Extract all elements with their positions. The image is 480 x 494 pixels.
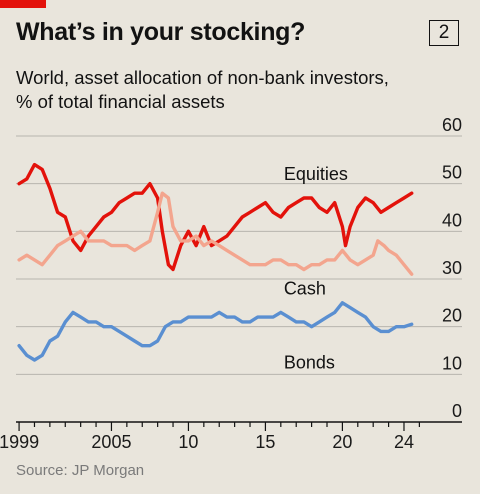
y-tick-label-0: 0	[452, 401, 462, 421]
equities-line	[17, 162, 414, 272]
series-lines	[17, 162, 414, 362]
y-tick-label-10: 10	[442, 353, 462, 373]
y-tick-label-30: 30	[442, 258, 462, 278]
bonds-line	[17, 301, 414, 362]
source-note: Source: JP Morgan	[16, 462, 145, 479]
gridlines	[16, 135, 462, 375]
y-tick-label-60: 60	[442, 115, 462, 135]
cash-line	[17, 191, 414, 276]
brand-red-bar	[0, 0, 46, 8]
bonds-label: Bonds	[284, 352, 335, 372]
x-tick-label-2005: 2005	[91, 432, 131, 452]
x-tick-label-15: 15	[255, 432, 275, 452]
cash-label: Cash	[284, 279, 326, 299]
y-tick-label-20: 20	[442, 306, 462, 326]
series-labels: Equities Cash Bonds	[284, 164, 348, 372]
subtitle-line-1: World, asset allocation of non-bank inve…	[16, 67, 389, 88]
y-tick-label-40: 40	[442, 210, 462, 230]
x-tick-label-20: 20	[332, 432, 352, 452]
chart-title: What’s in your stocking?	[16, 18, 306, 46]
x-tick-label-1999: 1999	[0, 432, 39, 452]
chart-number-badge: 2	[429, 20, 459, 46]
subtitle-line-2: % of total financial assets	[16, 91, 225, 112]
x-axis: 1999 2005 10 15 20 24	[0, 421, 462, 452]
x-tick-label-24: 24	[394, 432, 414, 452]
chart-subtitle: World, asset allocation of non-bank inve…	[16, 66, 389, 114]
y-tick-label-50: 50	[442, 163, 462, 183]
x-tick-label-10: 10	[178, 432, 198, 452]
equities-label: Equities	[284, 164, 348, 184]
y-axis-tick-labels: 0 10 20 30 40 50 60	[442, 115, 462, 421]
